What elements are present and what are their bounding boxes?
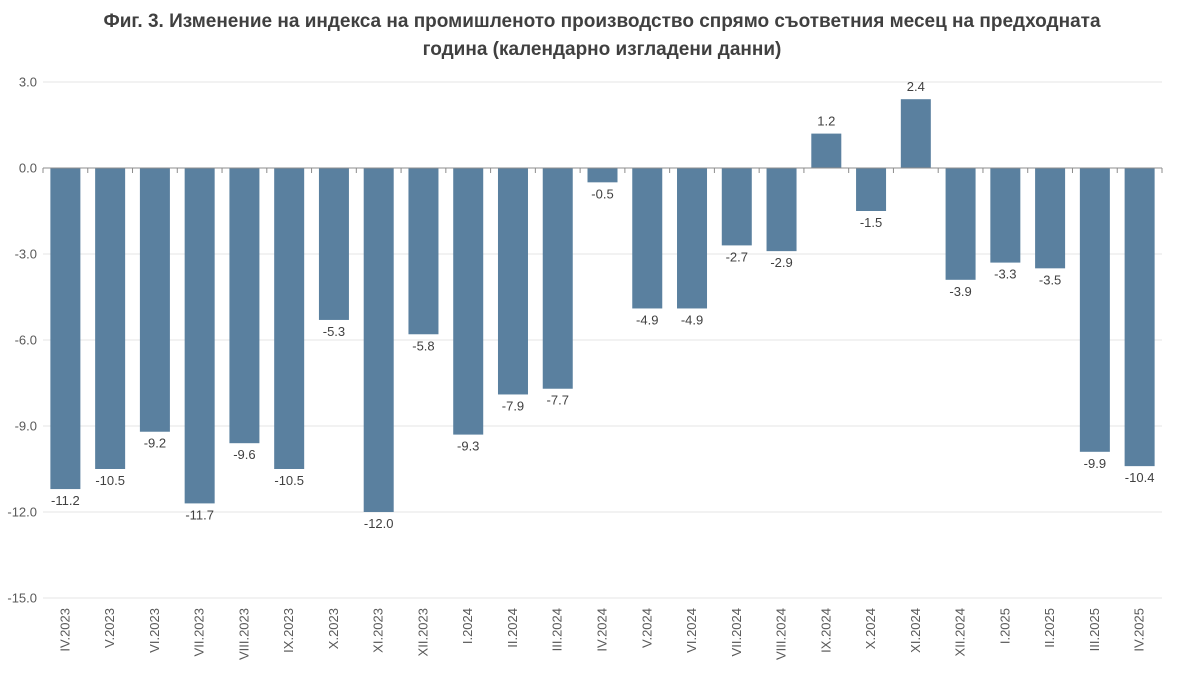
data-label: -3.9 xyxy=(949,284,971,299)
x-tick-label: VIII.2024 xyxy=(774,608,789,660)
x-tick-label: I.2025 xyxy=(997,608,1012,644)
x-tick-label: V.2024 xyxy=(639,608,654,648)
bar xyxy=(318,168,349,320)
bar xyxy=(900,99,931,168)
data-label: -5.3 xyxy=(323,324,345,339)
y-tick-label: 3.0 xyxy=(19,75,37,90)
bar xyxy=(632,168,663,309)
data-label: -4.9 xyxy=(636,312,658,327)
bar xyxy=(856,168,887,211)
bar xyxy=(1124,168,1155,467)
chart-title-line-2: година (календарно изгладени данни) xyxy=(422,39,782,60)
data-label: 1.2 xyxy=(817,114,835,129)
bar xyxy=(542,168,573,389)
x-tick-label: V.2023 xyxy=(102,608,117,648)
x-tick-label: XII.2023 xyxy=(415,608,430,656)
data-label: -12.0 xyxy=(364,516,394,531)
x-tick-label: XI.2024 xyxy=(908,608,923,653)
y-tick-label: -6.0 xyxy=(15,333,37,348)
y-tick-label: -15.0 xyxy=(7,591,37,606)
x-tick-label: XI.2023 xyxy=(371,608,386,653)
bar xyxy=(587,168,618,183)
bar xyxy=(497,168,528,395)
chart-title-line-1: Фиг. 3. Изменение на индекса на промишле… xyxy=(103,11,1101,32)
y-tick-label: -12.0 xyxy=(7,505,37,520)
x-tick-label: II.2024 xyxy=(505,608,520,648)
bar xyxy=(1035,168,1066,269)
bar xyxy=(274,168,305,469)
data-label: -0.5 xyxy=(591,186,613,201)
bars xyxy=(50,99,1155,512)
bar xyxy=(990,168,1021,263)
data-label: -7.7 xyxy=(547,393,569,408)
x-tick-label: III.2024 xyxy=(550,608,565,651)
bar xyxy=(184,168,215,504)
bar xyxy=(721,168,752,246)
bar xyxy=(408,168,439,335)
bar xyxy=(1079,168,1110,452)
data-label: -10.5 xyxy=(274,473,304,488)
data-labels: -11.2 -10.5 -9.2 -11.7 -9.6 -10.5 -5.3 -12.0 -5.… xyxy=(51,79,1154,531)
x-tick-label: IX.2023 xyxy=(281,608,296,653)
bar xyxy=(50,168,81,490)
data-label: -9.9 xyxy=(1084,456,1106,471)
bar xyxy=(811,133,842,168)
y-tick-label: 0.0 xyxy=(19,161,37,176)
data-label: -1.5 xyxy=(860,215,882,230)
data-label: -3.5 xyxy=(1039,272,1061,287)
bar xyxy=(139,168,170,432)
data-label: 2.4 xyxy=(907,79,925,94)
x-tick-label: VI.2023 xyxy=(147,608,162,653)
x-tick-label: X.2023 xyxy=(326,608,341,649)
data-label: -2.9 xyxy=(770,255,792,270)
bar xyxy=(945,168,976,280)
data-label: -9.2 xyxy=(144,436,166,451)
data-label: -3.3 xyxy=(994,267,1016,282)
data-label: -9.6 xyxy=(233,447,255,462)
x-tick-label: IV.2025 xyxy=(1132,608,1147,652)
data-label: -2.7 xyxy=(726,249,748,264)
x-tick-label: IV.2023 xyxy=(57,608,72,652)
x-tick-label: I.2024 xyxy=(460,608,475,644)
x-tick-label: VIII.2023 xyxy=(236,608,251,660)
bar xyxy=(95,168,126,469)
y-tick-label: -9.0 xyxy=(15,419,37,434)
data-label: -5.8 xyxy=(412,338,434,353)
data-label: -11.7 xyxy=(185,507,214,522)
x-tick-label: X.2024 xyxy=(863,608,878,649)
bar xyxy=(766,168,797,252)
x-tick-label: IV.2024 xyxy=(595,608,610,652)
bar xyxy=(453,168,484,435)
data-label: -7.9 xyxy=(502,398,524,413)
data-label: -10.4 xyxy=(1125,470,1155,485)
bar xyxy=(677,168,708,309)
bar xyxy=(229,168,260,444)
bar xyxy=(363,168,394,512)
data-label: -10.5 xyxy=(95,473,125,488)
x-tick-label: III.2025 xyxy=(1087,608,1102,651)
x-tick-label: VII.2024 xyxy=(729,608,744,656)
axes: 3.0 0.0 -3.0 -6.0 -9.0 -12.0 -15.0 IV.2023 V.202… xyxy=(7,75,1163,660)
y-tick-label: -3.0 xyxy=(15,247,37,262)
data-label: -4.9 xyxy=(681,312,703,327)
x-tick-label: VI.2024 xyxy=(684,608,699,653)
x-tick-label: IX.2024 xyxy=(818,608,833,653)
data-label: -9.3 xyxy=(457,439,479,454)
x-tick-label: XII.2024 xyxy=(953,608,968,656)
data-label: -11.2 xyxy=(51,493,80,508)
x-tick-label: VII.2023 xyxy=(192,608,207,656)
x-tick-label: II.2025 xyxy=(1042,608,1057,648)
chart-title: Фиг. 3. Изменение на индекса на промишле… xyxy=(0,8,1204,64)
